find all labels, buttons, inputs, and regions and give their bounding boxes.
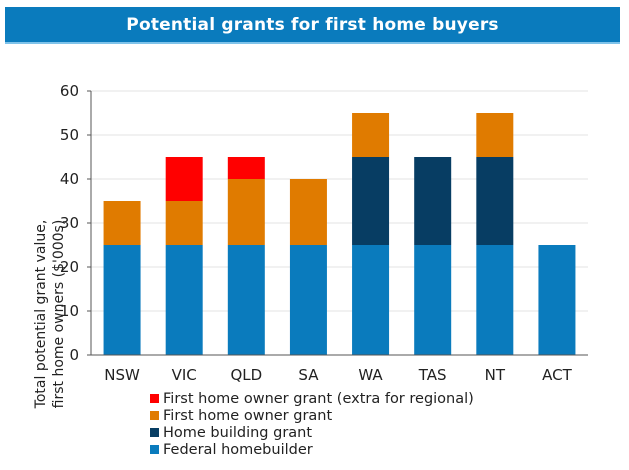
legend-swatch-icon	[150, 394, 159, 403]
chart-title-bar: Potential grants for first home buyers	[5, 7, 620, 44]
y-tick-label: 10	[59, 302, 79, 320]
legend-label: Federal homebuilder	[163, 441, 313, 458]
y-tick-label: 30	[59, 214, 79, 232]
bar-segment	[476, 245, 514, 355]
x-tick-label: QLD	[230, 366, 263, 384]
bar-segment	[103, 245, 141, 355]
bar-segment	[538, 245, 576, 355]
y-tick-label: 40	[59, 170, 79, 188]
x-tick-label: NT	[484, 366, 505, 384]
bar-segment	[289, 245, 327, 355]
bar-segment	[165, 201, 203, 245]
x-tick-label: WA	[358, 366, 383, 384]
legend-label: First home owner grant	[163, 407, 333, 424]
bar-segment	[103, 201, 141, 245]
x-tick-label: TAS	[418, 366, 447, 384]
y-tick-label: 0	[69, 346, 79, 364]
y-tick-label: 20	[59, 258, 79, 276]
legend-item: Federal homebuilder	[150, 441, 474, 458]
legend-item: Home building grant	[150, 424, 474, 441]
legend-label: Home building grant	[163, 424, 313, 441]
bar-segment	[414, 245, 452, 355]
bar-segment	[352, 157, 390, 245]
x-tick-label: ACT	[542, 366, 572, 384]
bar-segment	[476, 113, 514, 157]
bar-segment	[289, 179, 327, 245]
bar-segment	[165, 245, 203, 355]
bar-segment	[352, 113, 390, 157]
bar-segment	[414, 157, 452, 245]
bar-segment	[227, 157, 265, 179]
y-tick-label: 50	[59, 126, 79, 144]
legend-swatch-icon	[150, 411, 159, 420]
legend-swatch-icon	[150, 428, 159, 437]
bar-segment	[165, 157, 203, 201]
bar-segment	[352, 245, 390, 355]
x-tick-label: NSW	[104, 366, 140, 384]
bar-segment	[227, 245, 265, 355]
x-tick-label: SA	[298, 366, 319, 384]
y-tick-label: 60	[59, 82, 79, 100]
legend-swatch-icon	[150, 445, 159, 454]
chart-title: Potential grants for first home buyers	[126, 14, 499, 35]
legend-item: First home owner grant	[150, 407, 474, 424]
bar-segment	[227, 179, 265, 245]
x-tick-label: VIC	[171, 366, 197, 384]
legend-label: First home owner grant (extra for region…	[163, 390, 474, 407]
y-axis-label-line-1: Total potential grant value,	[33, 219, 49, 409]
bar-segment	[476, 157, 514, 245]
legend-item: First home owner grant (extra for region…	[150, 390, 474, 407]
chart-legend: First home owner grant (extra for region…	[150, 390, 474, 458]
